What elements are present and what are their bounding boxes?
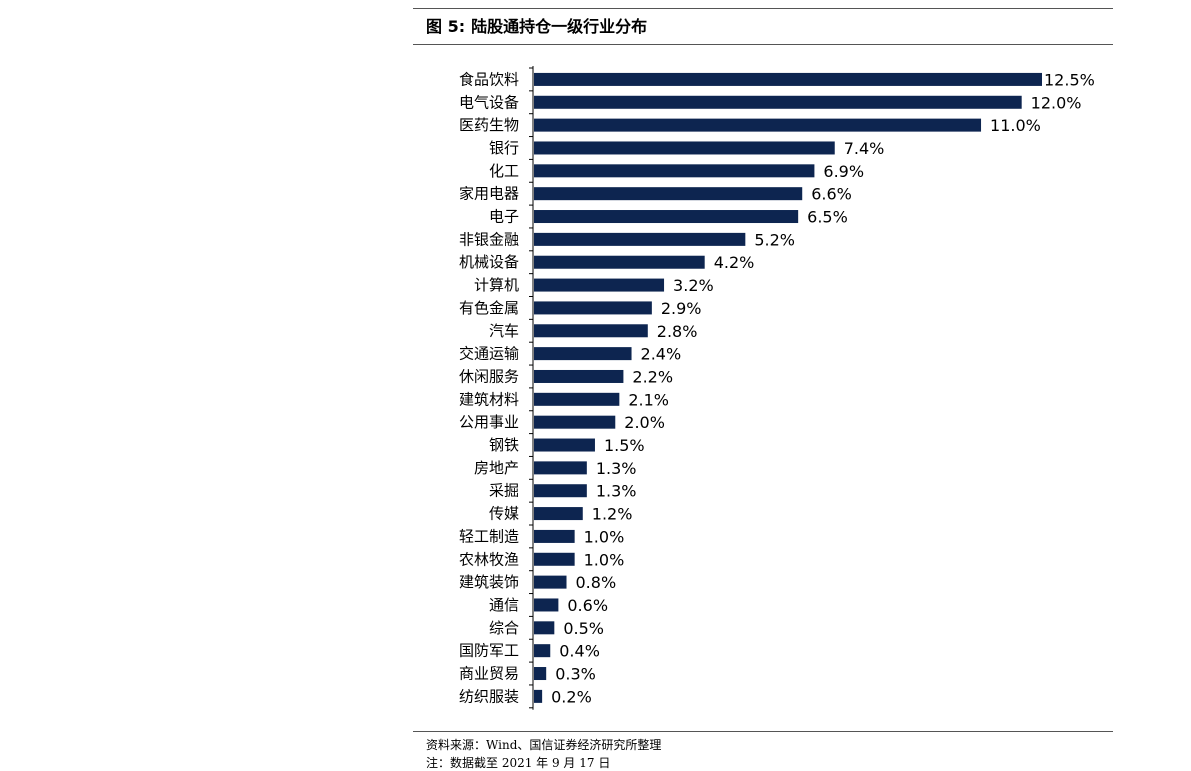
category-label: 银行 [489,139,519,157]
category-label: 采掘 [489,482,519,500]
title-rule [413,44,1113,45]
bar [534,324,648,338]
bar [534,507,583,521]
bar [534,415,616,429]
bar [534,552,575,566]
bar [534,529,575,543]
bar [534,461,587,475]
category-label: 建筑装饰 [459,573,519,591]
data-label: 2.2% [632,367,673,386]
data-label: 0.8% [576,573,617,592]
category-label: 化工 [489,162,519,180]
bar [534,689,543,703]
category-label: 非银金融 [459,230,519,248]
data-label: 2.9% [661,299,702,318]
category-label: 计算机 [474,276,519,294]
data-label: 0.3% [555,665,596,684]
top-rule [413,8,1113,9]
category-label: 电气设备 [459,93,519,111]
data-label: 1.0% [584,550,625,569]
category-label: 电子 [489,208,519,226]
category-label: 商业贸易 [459,665,519,683]
bar [534,667,547,681]
bar [534,369,624,383]
bar-chart: 食品饮料 12.5% 电气设备 12.0% 医药生物 11.0% 银行 7.4% 化工 6.9% 家… [459,66,1095,710]
category-label: 家用电器 [459,185,519,203]
category-label: 食品饮料 [459,70,519,88]
category-label: 农林牧渔 [459,550,519,568]
bar [534,644,551,658]
bar [534,301,652,315]
bar [534,438,595,452]
category-label: 纺织服装 [459,687,519,705]
data-label: 1.3% [596,459,637,478]
data-label: 1.5% [604,436,645,455]
bar [534,164,815,178]
category-label: 机械设备 [459,253,519,271]
bar [534,278,665,292]
bar [534,347,632,361]
data-label: 0.4% [559,642,600,661]
data-label: 7.4% [844,139,885,158]
bar [534,575,567,589]
bottom-rule [413,731,1113,732]
bar [534,118,982,132]
figure-label: 图 5: [426,17,466,36]
data-label: 2.4% [641,345,682,364]
bar [534,232,746,246]
category-label: 综合 [489,619,519,637]
date-note: 注：数据截至 2021 年 9 月 17 日 [426,756,611,770]
data-label: 12.0% [1031,93,1082,112]
data-label: 5.2% [754,230,795,249]
category-label: 医药生物 [459,116,519,134]
data-label: 12.5% [1044,70,1095,89]
category-label: 轻工制造 [459,527,519,545]
category-label: 公用事业 [459,413,519,431]
bar [534,255,705,269]
category-label: 国防军工 [459,642,519,660]
data-label: 2.0% [624,413,665,432]
data-label: 6.5% [807,208,848,227]
data-label: 1.0% [584,527,625,546]
data-label: 2.8% [657,322,698,341]
data-label: 6.9% [823,162,864,181]
figure-title: 图 5: 陆股通持仓一级行业分布 [426,14,647,40]
category-label: 交通运输 [459,345,519,363]
bar [534,598,559,612]
data-label: 4.2% [714,253,755,272]
bar [534,392,620,406]
category-label: 传媒 [489,505,519,523]
category-label: 建筑材料 [459,390,519,408]
category-label: 休闲服务 [459,367,519,385]
bar [534,484,587,498]
data-label: 11.0% [990,116,1041,135]
bar [534,621,555,635]
bar [534,210,799,224]
data-label: 1.3% [596,482,637,501]
data-label: 3.2% [673,276,714,295]
data-label: 1.2% [592,505,633,524]
figure-title-text: 陆股通持仓一级行业分布 [471,17,648,36]
bar [534,72,1042,86]
data-label: 2.1% [628,390,669,409]
bar [534,95,1022,109]
data-label: 0.2% [551,687,592,706]
category-label: 有色金属 [459,299,519,317]
category-label: 钢铁 [489,436,519,454]
bar [534,141,835,155]
data-label: 6.6% [811,185,852,204]
data-label: 0.6% [567,596,608,615]
category-label: 通信 [489,596,519,614]
bar [534,187,803,201]
source-note: 资料来源：Wind、国信证券经济研究所整理 [426,738,662,752]
category-label: 汽车 [489,322,519,340]
data-label: 0.5% [563,619,604,638]
category-label: 房地产 [474,459,519,477]
